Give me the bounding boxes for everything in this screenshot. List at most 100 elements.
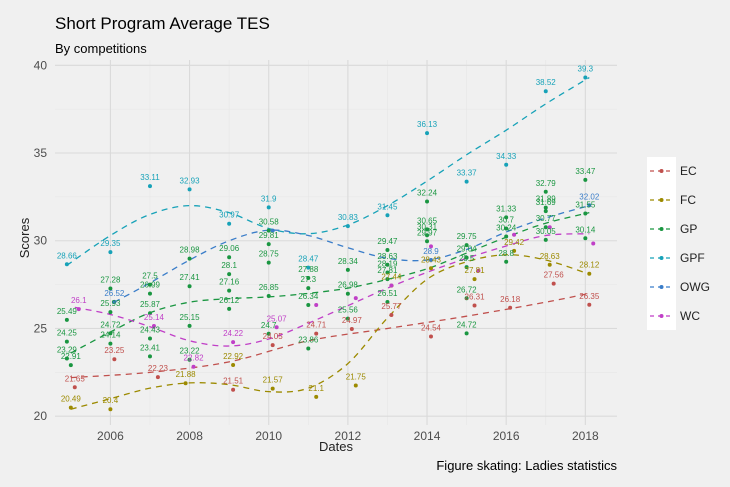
point-label-wc: 24.22 <box>223 329 244 338</box>
point-label-ec: 26.18 <box>500 295 521 304</box>
point-label-gpf: 30.83 <box>338 213 359 222</box>
point-gp <box>425 239 430 244</box>
point-label-gp: 27.81 <box>377 266 398 275</box>
point-gpf <box>108 250 113 255</box>
point-gpf <box>227 221 232 226</box>
point-gpf <box>583 75 588 80</box>
point-label-gp: 30.05 <box>536 227 557 236</box>
x-tick-label: 2012 <box>335 429 362 443</box>
chart-caption: Figure skating: Ladies statistics <box>436 458 617 473</box>
point-gp <box>345 316 350 321</box>
point-gp <box>425 233 430 238</box>
legend-label-wc: WC <box>680 309 700 323</box>
point-label-fc: 20.4 <box>103 396 119 405</box>
point-label-gp: 24.43 <box>140 325 161 334</box>
point-label-gp: 30.7 <box>498 215 514 224</box>
point-gp <box>543 189 548 194</box>
point-label-gpf: 29.35 <box>100 239 121 248</box>
point-wc <box>428 244 433 249</box>
point-label-gp: 28.8 <box>498 249 514 258</box>
point-gp <box>266 242 271 247</box>
point-gp <box>266 260 271 265</box>
point-wc <box>512 232 517 237</box>
point-gp <box>385 248 390 253</box>
point-label-owg: 26.52 <box>104 289 125 298</box>
grid <box>55 60 617 425</box>
point-label-wc: 22.82 <box>184 354 205 363</box>
point-gp <box>425 227 430 232</box>
point-label-gp: 23.86 <box>298 335 319 344</box>
x-axis-title: Dates <box>319 439 353 454</box>
point-label-gp: 26.12 <box>219 296 240 305</box>
point-gp <box>306 346 311 351</box>
point-label-gp: 27.28 <box>100 275 121 284</box>
point-label-gp: 27.41 <box>180 273 201 282</box>
point-label-gpf: 28.47 <box>298 255 319 264</box>
point-label-fc: 21.88 <box>176 370 197 379</box>
point-fc <box>68 405 73 410</box>
point-wc <box>353 296 358 301</box>
point-gp <box>64 356 69 361</box>
legend-label-gpf: GPF <box>680 251 705 265</box>
point-ec <box>551 281 556 286</box>
point-label-fc: 21.57 <box>263 376 284 385</box>
point-ec <box>155 375 160 380</box>
point-label-gp: 29.47 <box>377 237 398 246</box>
point-label-gp: 30.58 <box>259 218 280 227</box>
point-label-gpf: 31.45 <box>377 202 398 211</box>
point-label-gp: 22.91 <box>61 352 82 361</box>
point-label-gp: 24.14 <box>100 331 121 340</box>
point-label-gp: 27.88 <box>298 265 319 274</box>
point-wc <box>389 283 394 288</box>
point-gp <box>64 339 69 344</box>
point-wc <box>274 325 279 330</box>
y-tick-label: 35 <box>34 146 48 160</box>
point-gp <box>464 243 469 248</box>
point-label-gp: 24.7 <box>261 321 277 330</box>
point-label-ec: 23.25 <box>104 346 125 355</box>
point-label-gpf: 38.52 <box>536 78 557 87</box>
y-tick-label: 30 <box>34 234 48 248</box>
point-gpf <box>187 187 192 192</box>
point-label-gp: 27.5 <box>142 272 158 281</box>
chart-title: Short Program Average TES <box>55 14 270 33</box>
point-gp <box>385 299 390 304</box>
point-label-gp: 31.33 <box>496 204 517 213</box>
point-label-gp: 29.06 <box>219 244 240 253</box>
point-label-gp: 28.98 <box>180 246 201 255</box>
point-owg <box>270 228 275 233</box>
x-tick-label: 2018 <box>572 429 599 443</box>
point-label-ec: 24.05 <box>263 332 284 341</box>
point-label-ec: 22.23 <box>148 364 169 373</box>
point-gp <box>227 255 232 260</box>
point-label-ec: 27.56 <box>544 271 565 280</box>
point-label-gp: 29.97 <box>417 228 438 237</box>
point-ec <box>508 305 513 310</box>
point-label-gp: 32.24 <box>417 188 438 197</box>
chart-subtitle: By competitions <box>55 41 147 56</box>
point-wc <box>191 364 196 369</box>
point-gp <box>306 302 311 307</box>
point-fc <box>183 381 188 386</box>
point-gp <box>464 255 469 260</box>
legend-label-fc: FC <box>680 193 696 207</box>
legend: EC FC GP GPF OWG WC <box>647 157 710 330</box>
point-gp <box>108 341 113 346</box>
x-tick-label: 2006 <box>97 429 124 443</box>
point-label-gpf: 33.11 <box>140 173 160 182</box>
point-label-gp: 28.19 <box>377 260 398 269</box>
point-gp <box>227 272 232 277</box>
point-gp <box>504 234 509 239</box>
point-label-gpf: 32.93 <box>180 176 201 185</box>
point-gp <box>425 199 430 204</box>
point-label-gp: 29.04 <box>457 245 478 254</box>
point-gpf <box>306 265 311 270</box>
point-gp <box>583 236 588 241</box>
point-ec <box>472 303 477 308</box>
point-gp <box>64 317 69 322</box>
point-label-ec: 26.31 <box>465 292 486 301</box>
point-label-gp: 30.14 <box>575 225 596 234</box>
x-tick-label: 2010 <box>255 429 282 443</box>
point-label-wc: 25.14 <box>144 313 165 322</box>
point-label-ec: 24.54 <box>421 324 442 333</box>
